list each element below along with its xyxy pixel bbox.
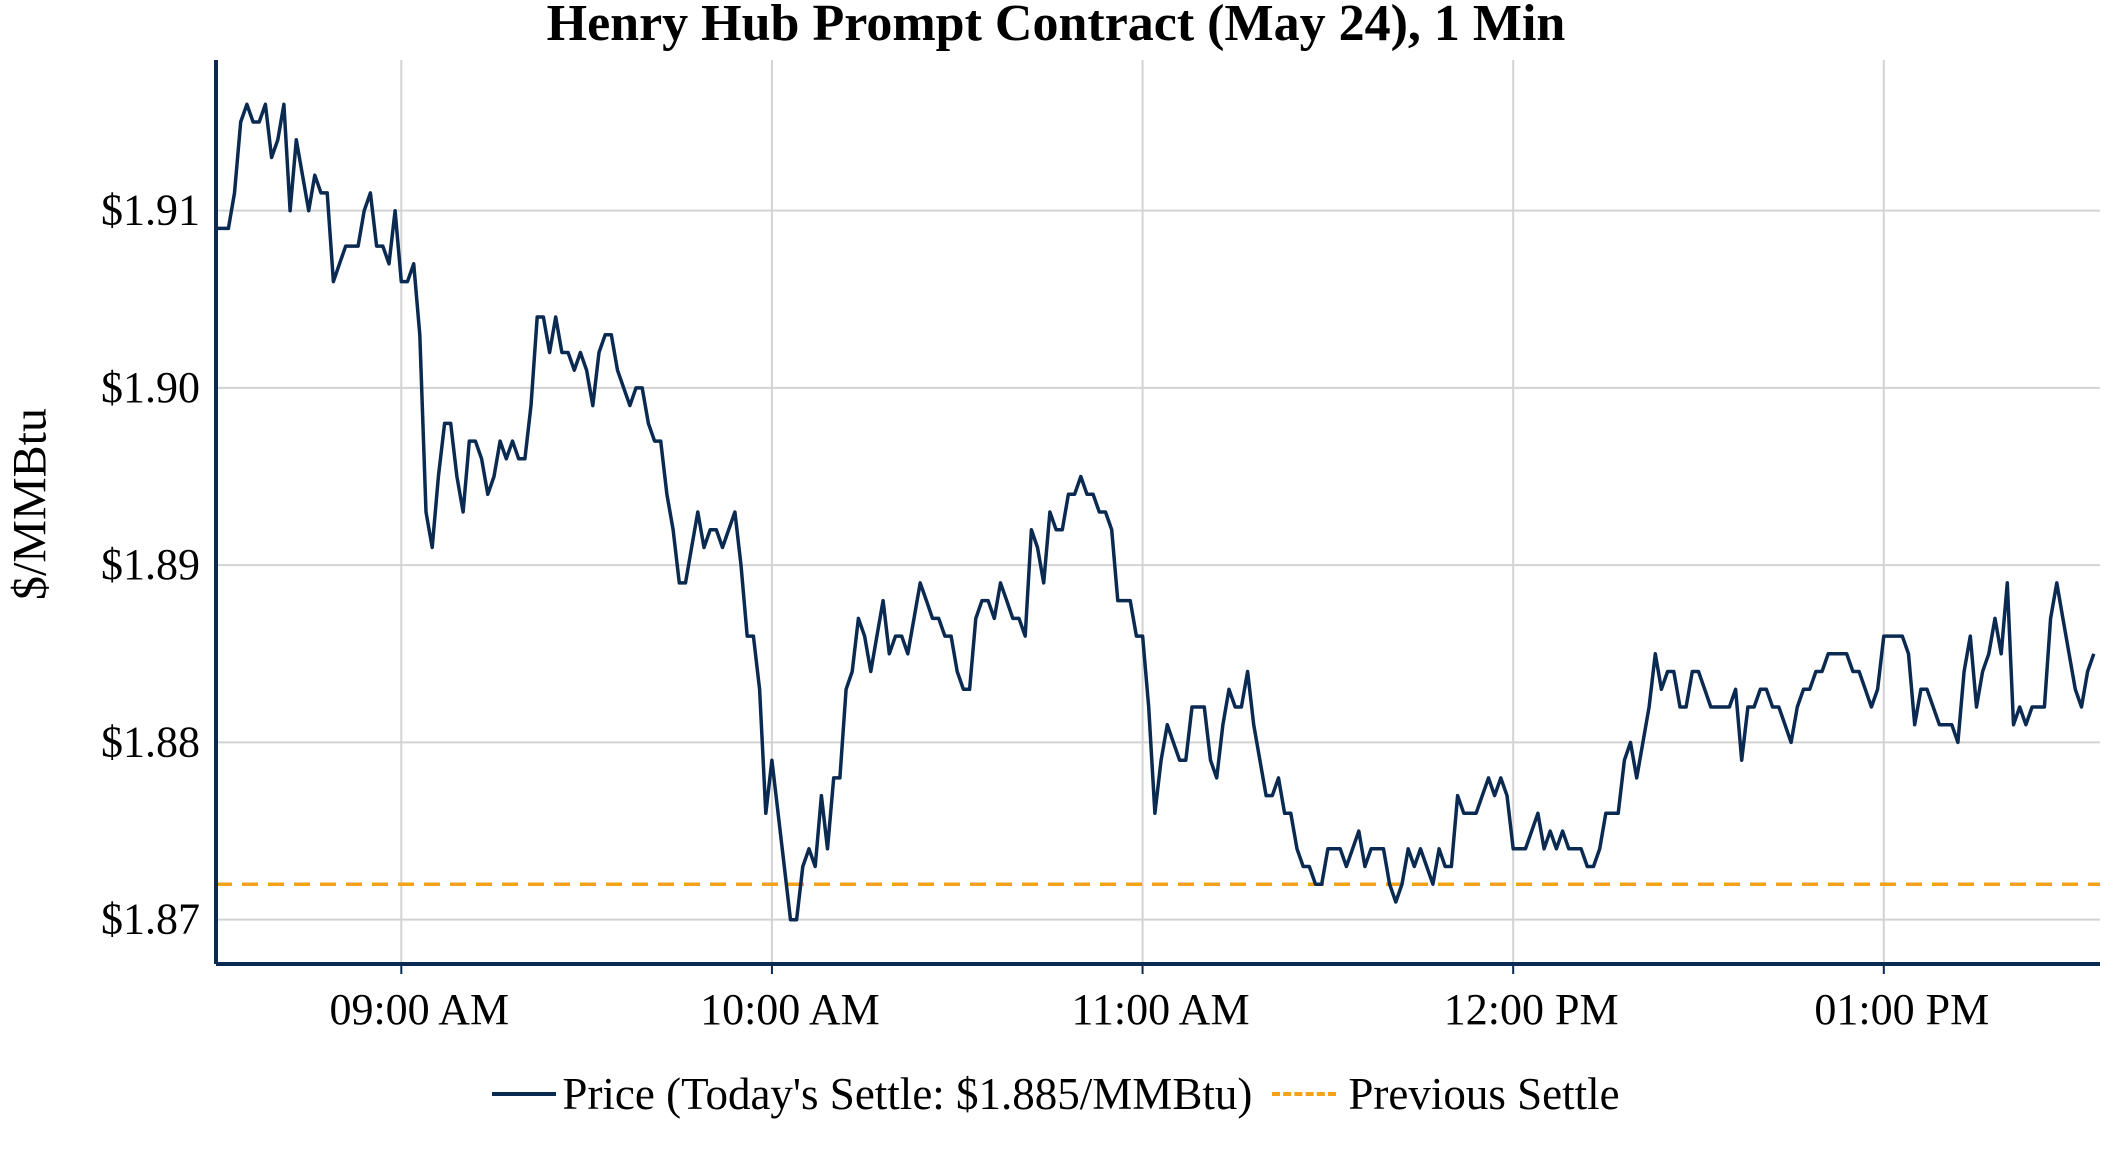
tick-label-layer: $1.87 $1.88 $1.89 $1.90 $1.91 09:00 AM 10:00 A… (101, 186, 1989, 1034)
x-tick-label: 11:00 AM (1072, 985, 1250, 1034)
legend-item-previous-settle[interactable]: Previous Settle (1272, 1068, 1620, 1120)
x-tick-label: 09:00 AM (329, 985, 509, 1034)
legend-label-price: Price (Today's Settle: $1.885/MMBtu) (562, 1069, 1253, 1119)
y-tick-label: $1.89 (101, 540, 200, 589)
y-tick-label: $1.91 (101, 186, 200, 235)
price-series-line (216, 102, 2096, 922)
axis-layer (214, 60, 2100, 974)
chart-title: Henry Hub Prompt Contract (May 24), 1 Mi… (546, 0, 1566, 52)
x-tick-label: 01:00 PM (1814, 985, 1989, 1034)
y-tick-label: $1.88 (101, 717, 200, 766)
x-tick-label: 10:00 AM (700, 985, 880, 1034)
y-tick-label: $1.87 (101, 895, 200, 944)
y-tick-label: $1.90 (101, 363, 200, 412)
legend-swatch-previous-settle (1272, 1092, 1337, 1096)
legend-swatch-price (492, 1092, 557, 1096)
x-tick-label: 12:00 PM (1444, 985, 1619, 1034)
grid-layer (216, 60, 2100, 964)
legend: Price (Today's Settle: $1.885/MMBtu) Pre… (0, 1068, 2112, 1120)
series-layer (216, 102, 2096, 922)
legend-label-previous-settle: Previous Settle (1348, 1069, 1620, 1119)
legend-item-price[interactable]: Price (Today's Settle: $1.885/MMBtu) (492, 1068, 1252, 1120)
